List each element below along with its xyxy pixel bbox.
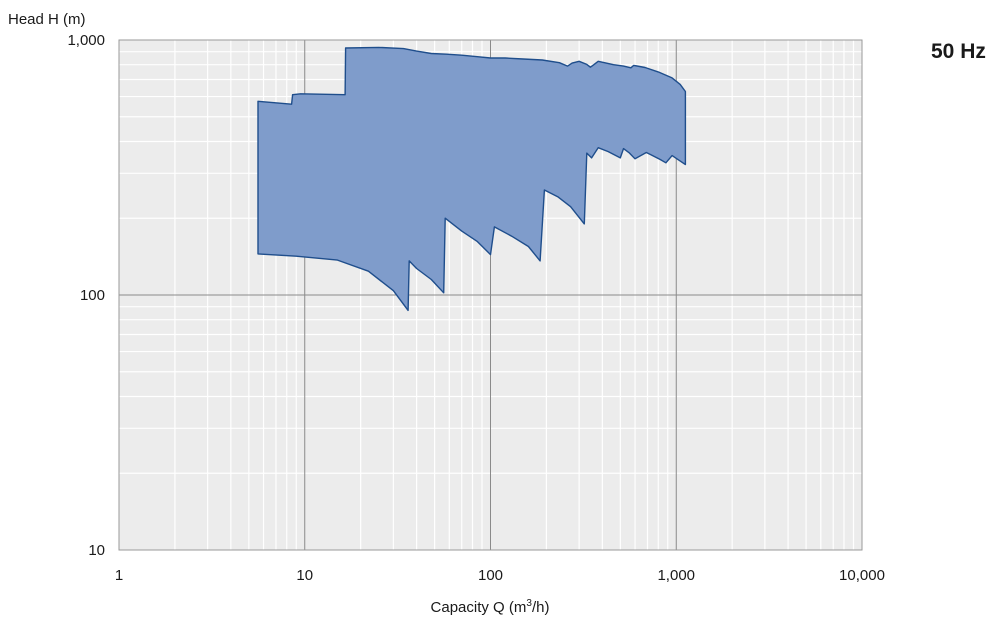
plot-frame [118, 39, 863, 551]
y-tick-label: 1,000 [67, 32, 105, 49]
frequency-badge: 50 Hz [931, 40, 986, 63]
tick-label-layer: 1 10 100 1,000 10,000 10 100 1,000 [67, 32, 884, 584]
y-tick-label: 100 [80, 287, 105, 304]
x-tick-label: 100 [478, 567, 503, 584]
x-tick-label: 10 [296, 567, 313, 584]
y-axis-label: Head H (m) [8, 11, 86, 28]
performance-range-area [257, 46, 687, 312]
x-axis-label-tail: /h) [532, 599, 550, 616]
x-tick-label: 10,000 [839, 567, 885, 584]
x-axis-label-superscript: 3 [526, 598, 532, 609]
x-axis-label-main: Capacity Q (m [431, 599, 527, 616]
y-tick-label: 10 [88, 542, 105, 559]
x-tick-label: 1,000 [657, 567, 695, 584]
x-axis-label: Capacity Q (m3/h) [431, 598, 550, 616]
x-tick-label: 1 [115, 567, 123, 584]
series-layer [257, 46, 687, 312]
